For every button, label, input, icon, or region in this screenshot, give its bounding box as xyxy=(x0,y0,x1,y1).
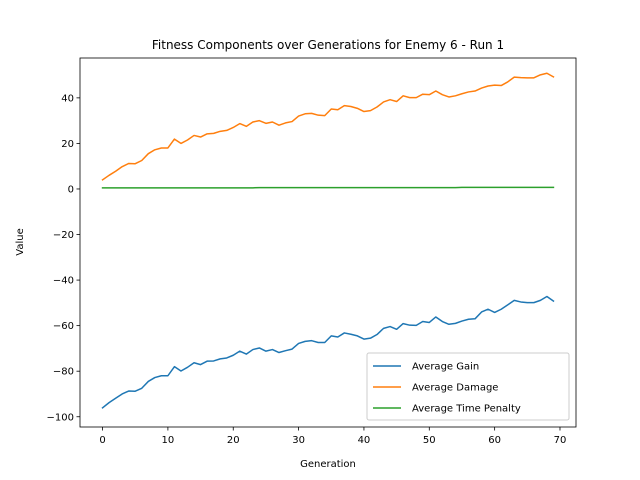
plot-frame xyxy=(79,57,577,428)
y-tick-label: −60 xyxy=(53,321,74,332)
x-tick-label: 10 xyxy=(162,435,175,446)
y-tick-label: −20 xyxy=(53,230,74,241)
legend-label-average-time-penalty: Average Time Penalty xyxy=(412,404,521,415)
x-tick-label: 50 xyxy=(423,435,436,446)
legend-label-average-gain: Average Gain xyxy=(412,362,479,373)
chart-title: Fitness Components over Generations for … xyxy=(152,38,504,52)
x-axis: 0 10 20 30 40 50 60 70 xyxy=(99,427,566,446)
y-axis: −100 −80 −60 −40 −20 0 20 40 xyxy=(47,93,80,423)
y-tick-label: 0 xyxy=(68,184,74,195)
x-tick-label: 60 xyxy=(488,435,501,446)
legend-label-average-damage: Average Damage xyxy=(412,383,498,394)
series-layer xyxy=(101,72,555,409)
x-tick-label: 70 xyxy=(554,435,567,446)
x-tick-label: 30 xyxy=(292,435,305,446)
series-line-average-gain xyxy=(101,295,555,409)
y-tick-label: −100 xyxy=(47,412,74,423)
y-tick-label: 20 xyxy=(61,139,74,150)
series-line-average-damage xyxy=(101,72,555,181)
legend-box xyxy=(366,352,570,421)
y-tick-label: 40 xyxy=(61,93,74,104)
y-axis-label: Value xyxy=(15,228,26,255)
x-tick-label: 0 xyxy=(99,435,105,446)
x-tick-label: 40 xyxy=(358,435,371,446)
x-axis-label: Generation xyxy=(300,459,356,470)
x-tick-label: 20 xyxy=(227,435,240,446)
y-tick-label: −80 xyxy=(53,367,74,378)
axes-layer xyxy=(79,57,577,428)
y-tick-label: −40 xyxy=(53,276,74,287)
legend: Average Gain Average Damage Average Time P… xyxy=(366,352,570,421)
